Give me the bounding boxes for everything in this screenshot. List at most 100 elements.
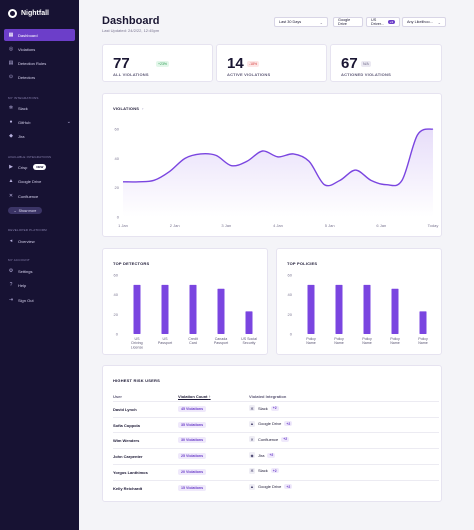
date-range-select[interactable]: Last 30 Days ⌄ [274, 17, 328, 27]
user-value: US Driver... [371, 18, 385, 26]
sort-arrow-icon: ↑ [208, 394, 211, 399]
more-integrations-badge[interactable]: +2 [267, 452, 276, 458]
kpi-card-actioned-violations[interactable]: 67 N/A ACTIONED VIOLATIONS [330, 44, 442, 82]
x-tick-label-line: US [135, 337, 141, 341]
more-integrations-badge[interactable]: +2 [281, 436, 290, 442]
integration-cell: ▲ Google Drive +2 [249, 420, 293, 427]
sidebar-item-dashboard[interactable]: ▦ Dashboard [4, 29, 75, 41]
table-row[interactable]: John Carpenter 25 Violations ◆ Jira +2 [113, 448, 439, 463]
sidebar-item-sign-out[interactable]: ⇥ Sign Out [4, 294, 75, 306]
detectors-icon: ⊙ [8, 74, 14, 80]
x-tick-label-line: Card [189, 341, 197, 345]
chevron-down-icon[interactable]: ⌄ [66, 119, 71, 125]
chevron-down-icon: ⌄ [13, 208, 17, 213]
jira-icon: ◆ [249, 452, 255, 459]
x-tick-label: Today [428, 223, 439, 228]
bar [245, 311, 253, 334]
x-tick-label-line: Security [243, 341, 256, 345]
user-select[interactable]: US Driver... +3 [366, 17, 400, 27]
kpi-label: ACTIVE VIOLATIONS [227, 72, 271, 77]
page-title: Dashboard [102, 15, 160, 27]
violations-chart-title: VIOLATIONS [113, 106, 140, 111]
kpi-delta-badge: +23% [156, 61, 170, 67]
sidebar-item-violations[interactable]: ◎ Violations [4, 43, 75, 55]
violation-count-badge: 20 Violations [178, 468, 207, 475]
likelihood-select[interactable]: Any Likelihoo... ⌄ [402, 17, 446, 27]
sidebar-item-crisp[interactable]: ▶ Crisp NEW [4, 161, 75, 173]
x-tick-label-line: Name [362, 341, 372, 345]
x-tick-label: Policy Name [418, 337, 428, 345]
sidebar-item-google-drive[interactable]: ▲ Google Drive [4, 175, 75, 187]
info-icon[interactable]: › [142, 106, 144, 111]
bar [133, 284, 141, 334]
bar [161, 284, 169, 334]
top-policies-card: TOP POLICIES 0 20 40 60 Policy Name Policy Name… [276, 248, 442, 355]
x-tick-label-line: Passport [158, 341, 172, 345]
y-tick-label: 20 [114, 312, 119, 317]
table-row[interactable]: Sofia Coppola 35 Violations ▲ Google Drive +… [113, 416, 439, 432]
sidebar-item-label: Violations [18, 46, 36, 52]
x-tick-label: 3 Jan [221, 223, 231, 228]
more-integrations-badge[interactable]: +2 [284, 484, 293, 489]
y-tick-label: 60 [114, 273, 119, 278]
sidebar-item-confluence[interactable]: ✕ Confluence [4, 190, 75, 202]
sidebar-item-settings[interactable]: ⚙ Settings [4, 265, 75, 277]
brand-name: Nightfall [21, 9, 49, 17]
bar [335, 284, 343, 334]
x-tick-label: Canada Passport [214, 337, 228, 345]
kpi-card-active-violations[interactable]: 14 -18% ACTIVE VIOLATIONS [216, 44, 327, 82]
table-row[interactable]: Yorgos Lanthimos 20 Violations ✲ Slack +2 [113, 463, 439, 479]
dashboard-icon: ▦ [8, 32, 14, 38]
column-header-user[interactable]: User [113, 394, 122, 399]
sidebar-item-overview[interactable]: ◂ Overview [4, 235, 75, 247]
sidebar-item-detectors[interactable]: ⊙ Detectors [4, 71, 75, 83]
x-tick-label: US Social Security [241, 337, 257, 345]
kpi-delta-badge: -18% [247, 61, 260, 67]
y-tick-label: 60 [115, 127, 120, 132]
kpi-label: ACTIONED VIOLATIONS [341, 72, 391, 77]
sidebar-item-github[interactable]: ● GitHub ⌄ [4, 116, 75, 128]
x-tick-label-line: Name [334, 341, 344, 345]
kpi-value: 77 [113, 55, 130, 72]
slack-icon: ✲ [8, 105, 14, 111]
section-label-available-integrations: AVAILABLE INTEGRATIONS [8, 155, 52, 159]
sidebar-item-jira[interactable]: ◆ Jira [4, 130, 75, 142]
violation-count-badge: 15 Violations [178, 484, 207, 491]
highest-risk-users-card: HIGHEST RISK USERS User Violation Count … [102, 365, 442, 502]
column-header-violation-count[interactable]: Violation Count ↑ [178, 394, 211, 399]
column-header-violated-integration[interactable]: Violated Integration [249, 394, 287, 399]
kpi-value: 14 [227, 55, 244, 72]
new-badge: NEW [33, 164, 47, 170]
sidebar-item-help[interactable]: ? Help [4, 279, 75, 291]
brand-logo[interactable]: Nightfall [8, 7, 49, 19]
y-tick-label: 40 [114, 292, 119, 297]
violation-count-badge: 35 Violations [178, 421, 207, 428]
sidebar-item-label: Sign Out [18, 297, 34, 303]
x-tick-label: 5 Jan [325, 223, 335, 228]
rules-icon: ▤ [8, 60, 14, 66]
sidebar-item-label: Confluence [18, 193, 39, 199]
x-tick-label-line: License [131, 345, 143, 349]
sidebar-item-slack[interactable]: ✲ Slack [4, 102, 75, 114]
table-row[interactable]: David Lynch 45 Violations ✲ Slack +2 [113, 401, 439, 416]
sidebar-item-detection-rules[interactable]: ▤ Detection Rules [4, 57, 75, 69]
more-integrations-badge[interactable]: +2 [270, 468, 279, 474]
x-tick-label: Credit Card [188, 337, 198, 345]
table-row[interactable]: Kelly Reichardt 15 Violations ▲ Google Driv… [113, 479, 439, 495]
more-integrations-badge[interactable]: +2 [270, 405, 279, 411]
show-more-button[interactable]: ⌄ Show more [8, 207, 42, 214]
x-tick-label-line: Policy [334, 337, 344, 341]
table-row[interactable]: Wim Wenders 30 Violations ✕ Confluence +2 [113, 432, 439, 447]
integration-cell: ✲ Slack +2 [249, 405, 279, 411]
y-tick-label: 0 [116, 332, 119, 337]
more-integrations-badge[interactable]: +2 [284, 421, 293, 427]
integration-name: Confluence [258, 436, 279, 442]
source-select[interactable]: Google Drive [333, 17, 363, 27]
sign-out-icon: ⇥ [8, 297, 14, 303]
kpi-card-all-violations[interactable]: 77 +23% ALL VIOLATIONS [102, 44, 213, 82]
slack-icon: ✲ [249, 467, 255, 474]
date-range-value: Last 30 Days [279, 20, 302, 24]
source-value: Google Drive [338, 18, 351, 26]
x-tick-label-line: US [163, 337, 169, 341]
